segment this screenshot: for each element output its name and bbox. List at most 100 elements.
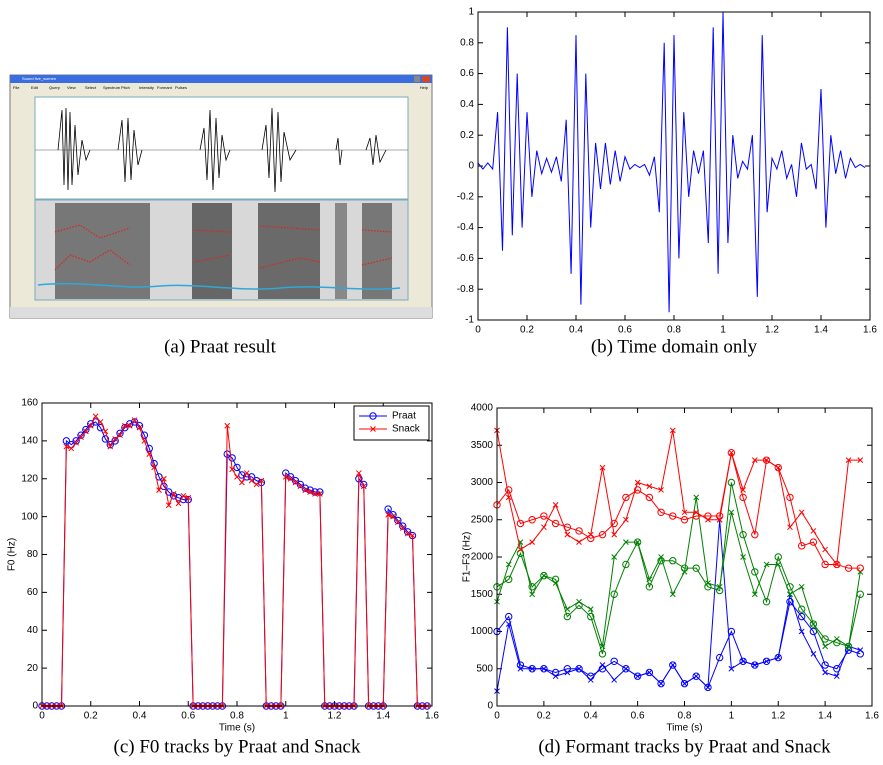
- marker: [112, 436, 118, 442]
- marker: [623, 665, 629, 672]
- marker: [404, 530, 411, 537]
- marker: [243, 470, 250, 476]
- marker: [587, 612, 595, 621]
- x-tick-label: 0.4: [569, 325, 583, 336]
- marker: [693, 509, 700, 516]
- marker: [117, 432, 123, 439]
- waveform-pane: [34, 96, 409, 200]
- marker: [239, 479, 245, 486]
- y-tick-label: 160: [21, 398, 38, 409]
- x-tick-label: 1.2: [328, 711, 342, 722]
- series-line: [477, 11, 866, 313]
- marker: [611, 554, 618, 560]
- marker: [156, 487, 162, 493]
- x-tick-label: 0.6: [631, 711, 645, 722]
- marker: [83, 428, 89, 435]
- y-tick-label: 2500: [471, 514, 494, 525]
- marker: [634, 673, 641, 680]
- menu-item[interactable]: Intensity: [139, 85, 154, 90]
- marker: [224, 422, 231, 429]
- pitch-contour: [37, 282, 401, 290]
- marker: [575, 665, 583, 673]
- marker: [169, 492, 178, 500]
- marker: [611, 677, 618, 683]
- marker: [787, 591, 793, 598]
- marker: [622, 560, 630, 569]
- menu-item[interactable]: Pitch: [121, 85, 130, 90]
- marker: [775, 464, 782, 471]
- menu-item[interactable]: Edit: [31, 85, 39, 90]
- marker: [798, 583, 805, 590]
- marker: [610, 657, 618, 665]
- marker: [634, 479, 641, 486]
- x-tick-label: 1: [283, 711, 289, 722]
- x-axis-label: Time (s): [666, 723, 702, 734]
- marker: [786, 598, 794, 606]
- menu-item[interactable]: Help: [420, 85, 429, 90]
- marker: [302, 487, 309, 493]
- marker: [307, 489, 313, 495]
- marker: [517, 665, 524, 672]
- marker: [185, 494, 192, 501]
- x-tick-label: 1.2: [771, 711, 785, 722]
- x-tick-label: 1.6: [865, 711, 879, 722]
- menu-item[interactable]: Query: [49, 85, 60, 90]
- spectrogram-band: [362, 203, 392, 299]
- chart: 0 0.2 0.4 0.6 0.8 1 1.2 1.4 1.6 0 500 1000 1500 2000 2…: [462, 403, 880, 758]
- marker: [73, 439, 79, 446]
- x-tick-label: 1.4: [814, 325, 828, 336]
- marker: [552, 580, 559, 586]
- x-tick-label: 0: [475, 325, 481, 336]
- marker: [762, 657, 771, 665]
- x-tick-label: 0.8: [678, 711, 692, 722]
- menu-item[interactable]: Pulses: [175, 85, 187, 90]
- marker: [587, 606, 594, 613]
- menu-item[interactable]: Spectrum: [103, 85, 121, 90]
- y-tick-label: 100: [21, 511, 38, 522]
- marker: [575, 527, 583, 535]
- praat-screenshot: Sound five_women File Edit Query View Select…: [9, 74, 433, 357]
- marker: [810, 528, 817, 534]
- marker: [528, 516, 536, 524]
- marker: [633, 486, 642, 494]
- menu-item[interactable]: View: [67, 85, 76, 90]
- marker: [564, 531, 571, 538]
- marker: [680, 516, 689, 524]
- marker: [634, 539, 641, 545]
- close-button[interactable]: [422, 76, 430, 82]
- marker: [390, 513, 396, 520]
- marker: [611, 531, 618, 538]
- marker: [297, 483, 304, 490]
- marker: [751, 661, 759, 669]
- marker: [528, 583, 536, 591]
- marker: [622, 665, 630, 673]
- menu-item[interactable]: Formant: [157, 85, 173, 90]
- marker: [797, 612, 806, 621]
- marker: [312, 491, 318, 497]
- y-tick-label: -0.8: [457, 284, 475, 295]
- marker: [622, 493, 630, 502]
- y-axis-label: F1–F3 (Hz): [462, 532, 473, 583]
- marker: [111, 437, 119, 445]
- menu-item[interactable]: File: [13, 85, 20, 90]
- marker: [822, 643, 828, 650]
- min-button[interactable]: [414, 76, 420, 82]
- menu-item[interactable]: Select: [85, 85, 97, 90]
- marker: [403, 528, 412, 536]
- marker: [693, 494, 700, 501]
- marker: [797, 605, 806, 613]
- x-tick-label: 0: [39, 711, 45, 722]
- marker: [541, 572, 547, 579]
- marker: [564, 669, 571, 676]
- marker: [165, 502, 172, 509]
- caption: (d) Formant tracks by Praat and Snack: [538, 736, 831, 757]
- marker: [810, 621, 817, 627]
- marker: [599, 662, 606, 668]
- x-tick-label: 1.6: [425, 711, 439, 722]
- plot-frame: [477, 11, 871, 321]
- marker: [356, 470, 362, 476]
- marker: [657, 679, 665, 688]
- marker: [106, 440, 114, 449]
- y-tick-label: -0.4: [457, 222, 475, 233]
- marker: [763, 561, 770, 568]
